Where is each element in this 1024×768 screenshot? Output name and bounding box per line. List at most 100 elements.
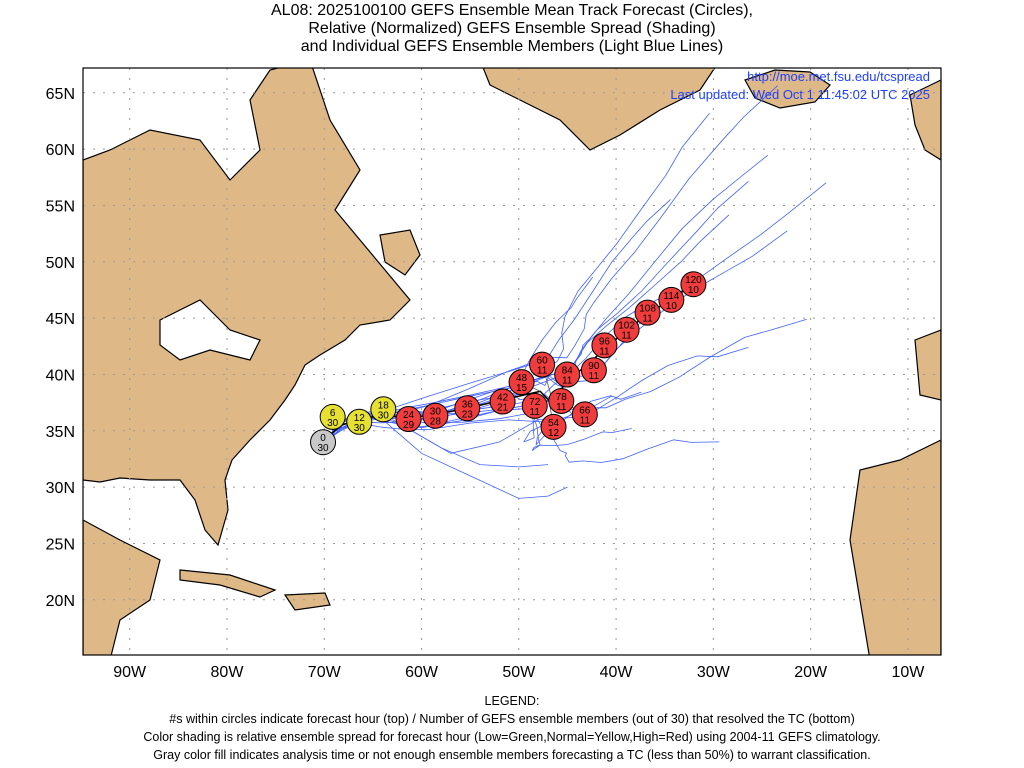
track-circle (591, 332, 618, 359)
forecast-hour: 120 (685, 275, 702, 286)
credit-url[interactable]: http://moe.met.fsu.edu/tcspread (747, 69, 930, 84)
forecast-hour: 90 (588, 361, 600, 372)
legend-line-3: Gray color fill indicates analysis time … (153, 748, 871, 762)
track-circle (548, 387, 575, 414)
title-line-2: Relative (Normalized) GEFS Ensemble Spre… (308, 20, 716, 37)
lat-tick-label: 65N (46, 86, 75, 103)
member-count: 23 (462, 409, 474, 420)
ensemble-members (331, 85, 827, 499)
lat-tick-label: 40N (46, 367, 75, 384)
forecast-hour: 48 (516, 373, 528, 384)
forecast-hour: 6 (330, 408, 336, 419)
lon-tick-label: 80W (211, 664, 245, 681)
lat-tick-label: 20N (46, 593, 75, 610)
member-count: 29 (403, 420, 415, 431)
forecast-hour: 24 (403, 410, 415, 421)
lon-tick-label: 90W (113, 664, 147, 681)
track-point: 030 (310, 429, 337, 456)
track-circle (370, 396, 397, 423)
track-circle (346, 408, 373, 435)
ensemble-member-track (382, 419, 568, 499)
forecast-hour: 78 (556, 392, 568, 403)
forecast-hour: 12 (354, 413, 366, 424)
track-circle (395, 406, 422, 433)
lat-tick-label: 35N (46, 424, 75, 441)
track-circle (580, 357, 607, 384)
member-count: 21 (497, 403, 509, 414)
forecast-hour: 114 (663, 291, 679, 302)
member-count: 28 (430, 417, 442, 428)
forecast-hour: 96 (599, 336, 611, 347)
land-layer (83, 68, 941, 655)
forecast-hour: 108 (639, 304, 656, 315)
member-count: 30 (378, 410, 390, 421)
legend-line-1: #s within circles indicate forecast hour… (169, 712, 855, 726)
member-count: 11 (556, 402, 567, 413)
newfoundland (379, 229, 421, 276)
forecast-hour: 0 (320, 433, 326, 444)
title-line-3: and Individual GEFS Ensemble Members (Li… (300, 38, 724, 55)
track-circle (634, 299, 661, 326)
track-circle (454, 395, 481, 422)
lon-tick-label: 20W (794, 664, 828, 681)
member-count: 15 (516, 383, 528, 394)
track-circle (529, 351, 556, 378)
track-circle (680, 271, 707, 298)
member-count: 11 (530, 407, 541, 418)
lon-tick-label: 60W (405, 664, 439, 681)
member-count: 12 (548, 428, 560, 439)
ensemble-member-track (331, 419, 720, 463)
member-count: 11 (589, 371, 600, 382)
forecast-hour: 66 (579, 405, 591, 416)
forecast-hour: 18 (378, 400, 390, 411)
track-circle (540, 413, 567, 440)
lon-tick-label: 50W (502, 664, 536, 681)
forecast-hour: 102 (618, 321, 635, 332)
member-count: 11 (621, 331, 632, 342)
legend-heading: LEGEND: (484, 694, 540, 708)
member-count: 10 (688, 285, 700, 296)
member-count: 30 (354, 423, 366, 434)
lon-tick-label: 30W (697, 664, 731, 681)
iberia (914, 329, 941, 401)
north-america (83, 68, 411, 547)
forecast-hour: 42 (497, 393, 509, 404)
track-circle (508, 369, 535, 396)
iceland (744, 69, 831, 109)
title-line-1: AL08: 2025100100 GEFS Ensemble Mean Trac… (271, 2, 753, 19)
track-circle (571, 401, 598, 428)
forecast-hour: 36 (462, 399, 474, 410)
cuba (179, 569, 277, 598)
africa (849, 439, 941, 655)
forecast-hour: 72 (529, 397, 541, 408)
lat-tick-label: 60N (46, 142, 75, 159)
member-count: 11 (562, 376, 573, 387)
legend-line-2: Color shading is relative ensemble sprea… (143, 730, 881, 744)
member-count: 11 (642, 314, 653, 325)
map-frame (82, 67, 942, 656)
forecast-hour: 30 (430, 407, 442, 418)
mexico (83, 519, 161, 655)
axis-labels: 90W 80W 70W 60W 50W 40W 30W 20W 10W 65N 60N 55N 50N 4… (46, 86, 926, 681)
lat-tick-label: 25N (46, 536, 75, 553)
member-count: 11 (537, 366, 548, 377)
forecast-hour: 84 (562, 366, 574, 377)
lon-tick-label: 70W (308, 664, 342, 681)
forecast-hour: 60 (537, 356, 549, 367)
